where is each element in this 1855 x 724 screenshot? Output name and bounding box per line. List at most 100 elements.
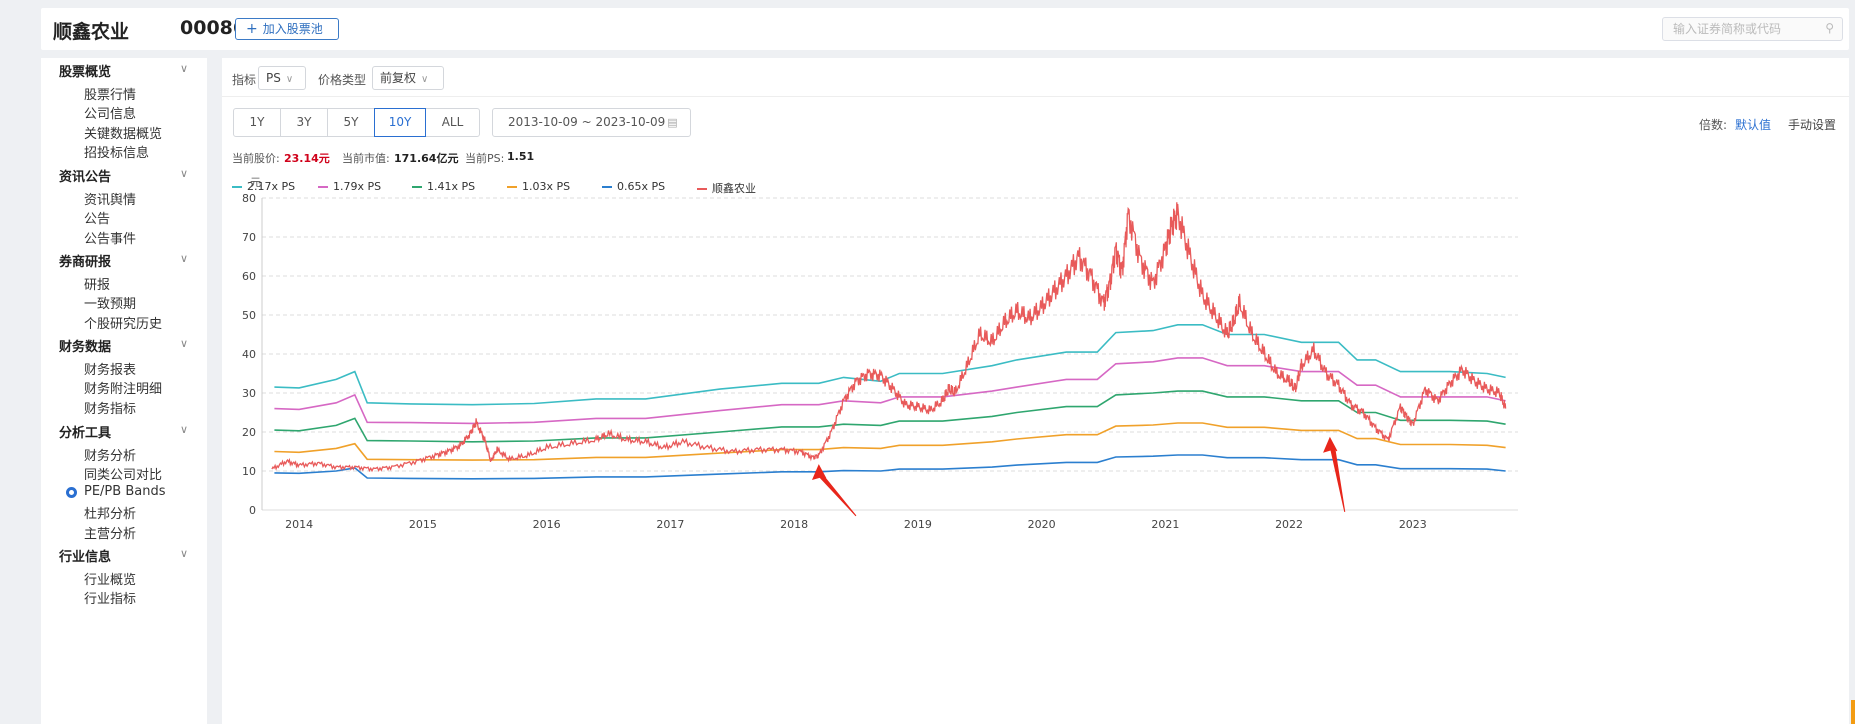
date-separator: ~ (581, 115, 592, 129)
legend-label: 1.03x PS (522, 180, 571, 193)
selected-radio-icon (66, 487, 77, 498)
chevron-down-icon[interactable]: ∨ (180, 252, 189, 265)
chevron-down-icon: ∨ (285, 74, 294, 85)
legend-swatch (602, 186, 612, 188)
search-icon[interactable]: ⚲ (1825, 21, 1834, 35)
chevron-down-icon[interactable]: ∨ (180, 547, 189, 560)
date-range-picker[interactable]: 2013-10-09 ~ 2023-10-09 ▤ (492, 108, 691, 137)
sidebar-item-industry-overview[interactable]: 行业概览 (84, 573, 137, 588)
legend-item[interactable]: 0.65x PS (602, 180, 665, 193)
price-type-label: 价格类型 (318, 73, 367, 87)
sidebar-group-title[interactable]: 财务数据 (59, 340, 112, 355)
chevron-down-icon[interactable]: ∨ (180, 423, 189, 436)
sidebar-group-title[interactable]: 资讯公告 (59, 170, 112, 185)
legend-item[interactable]: 2.17x PS (232, 180, 295, 193)
sidebar-item-quotes[interactable]: 股票行情 (84, 88, 137, 103)
current-price-value: 23.14元 (284, 152, 330, 165)
sidebar-item-announcements[interactable]: 公告 (84, 212, 111, 227)
band-line-103xPS (274, 422, 1506, 461)
band-line-141xPS (274, 390, 1506, 443)
x-tick-label: 2023 (1399, 518, 1427, 531)
legend-item[interactable]: 顺鑫农业 (697, 180, 756, 196)
annotation-arrow-icon (811, 464, 857, 517)
chevron-down-icon: ∨ (421, 74, 429, 85)
x-tick-label: 2022 (1275, 518, 1303, 531)
legend-item[interactable]: 1.79x PS (318, 180, 381, 193)
indicator-label: 指标 (232, 73, 257, 87)
sidebar-item-statements[interactable]: 财务报表 (84, 363, 137, 378)
y-tick-label: 50 (242, 309, 256, 322)
x-tick-label: 2018 (780, 518, 808, 531)
y-tick-label: 60 (242, 270, 256, 283)
x-tick-label: 2020 (1028, 518, 1056, 531)
y-tick-label: 80 (242, 192, 256, 205)
search-input[interactable] (1663, 18, 1813, 40)
sidebar-item-industry-indicators[interactable]: 行业指标 (84, 592, 137, 607)
y-tick-label: 70 (242, 231, 256, 244)
chevron-down-icon[interactable]: ∨ (180, 62, 189, 75)
legend-item[interactable]: 1.41x PS (412, 180, 475, 193)
sidebar-item-main-business[interactable]: 主营分析 (84, 527, 137, 542)
band-line-217xPS (274, 324, 1506, 406)
current-ps-label: 当前PS: (465, 152, 505, 165)
price-type-select[interactable]: 前复权 ∨ (372, 66, 444, 90)
range-button-5y[interactable]: 5Y (327, 108, 375, 137)
price-type-value: 前复权 (380, 71, 417, 85)
sidebar-item-key-data[interactable]: 关键数据概览 (84, 127, 163, 142)
add-to-pool-button[interactable]: + 加入股票池 (235, 18, 339, 40)
multiplier-default-link[interactable]: 默认值 (1735, 118, 1772, 132)
y-tick-label: 0 (249, 504, 256, 517)
legend-swatch (697, 188, 707, 190)
range-button-all[interactable]: ALL (425, 108, 480, 137)
legend-label: 0.65x PS (617, 180, 666, 193)
market-cap-label: 当前市值: (342, 152, 390, 165)
current-ps-value: 1.51 (507, 150, 535, 163)
sidebar-item-consensus[interactable]: 一致预期 (84, 297, 137, 312)
sidebar-group-title[interactable]: 分析工具 (59, 426, 112, 441)
annotation-arrow-icon (1323, 436, 1346, 513)
sidebar-group-title[interactable]: 行业信息 (59, 550, 112, 565)
sidebar-item-peer-comparison[interactable]: 同类公司对比 (84, 468, 163, 483)
sidebar-item-reports[interactable]: 研报 (84, 278, 111, 293)
main-panel: 指标 PS ∨ 价格类型 前复权 ∨ 1Y 3Y 5Y 10Y ALL 2013-1… (222, 58, 1849, 724)
feedback-tab[interactable] (1851, 700, 1855, 724)
x-tick-label: 2017 (656, 518, 684, 531)
date-end: 2023-10-09 (595, 115, 666, 129)
ps-bands-chart: 元 0 10 20 30 40 50 60 70 80 2014 2015 2016 2017 2018 20… (242, 176, 1518, 531)
sidebar-item-dupont[interactable]: 杜邦分析 (84, 507, 137, 522)
chevron-down-icon[interactable]: ∨ (180, 337, 189, 350)
search-box[interactable]: ⚲ (1662, 17, 1843, 41)
sidebar-item-bidding[interactable]: 招投标信息 (84, 146, 150, 161)
legend-label: 1.41x PS (427, 180, 476, 193)
indicator-value: PS (266, 71, 281, 85)
range-button-10y[interactable]: 10Y (374, 108, 426, 137)
x-tick-label: 2019 (904, 518, 932, 531)
sidebar-group-title[interactable]: 券商研报 (59, 255, 112, 270)
sidebar-item-indicators[interactable]: 财务指标 (84, 402, 137, 417)
legend-item[interactable]: 1.03x PS (507, 180, 570, 193)
y-tick-label: 20 (242, 426, 256, 439)
y-tick-label: 10 (242, 465, 256, 478)
sidebar-group-title[interactable]: 股票概览 (59, 65, 112, 80)
y-tick-label: 30 (242, 387, 256, 400)
legend-swatch (318, 186, 328, 188)
sidebar-item-pe-pb-bands[interactable]: PE/PB Bands (84, 484, 166, 499)
sidebar-item-notes[interactable]: 财务附注明细 (84, 382, 163, 397)
calendar-icon: ▤ (667, 116, 678, 129)
sidebar-item-company-info[interactable]: 公司信息 (84, 107, 137, 122)
price-line (271, 202, 1507, 473)
sidebar-item-research-history[interactable]: 个股研究历史 (84, 317, 163, 332)
stock-header: 顺鑫农业 000860 +加入股票池 ⚲ (41, 8, 1849, 50)
x-tick-label: 2021 (1151, 518, 1179, 531)
legend-label: 2.17x PS (247, 180, 296, 193)
sidebar-item-news-sentiment[interactable]: 资讯舆情 (84, 193, 137, 208)
market-cap-value: 171.64亿元 (394, 152, 459, 165)
indicator-select[interactable]: PS ∨ (258, 66, 306, 90)
sidebar-item-financial-analysis[interactable]: 财务分析 (84, 449, 137, 464)
manual-setting-link[interactable]: 手动设置 (1788, 118, 1837, 132)
chevron-down-icon[interactable]: ∨ (180, 167, 189, 180)
date-start: 2013-10-09 (508, 115, 578, 129)
sidebar-item-announcement-events[interactable]: 公告事件 (84, 232, 137, 247)
range-button-1y[interactable]: 1Y (233, 108, 281, 137)
multiplier-label: 倍数: (1699, 118, 1728, 132)
